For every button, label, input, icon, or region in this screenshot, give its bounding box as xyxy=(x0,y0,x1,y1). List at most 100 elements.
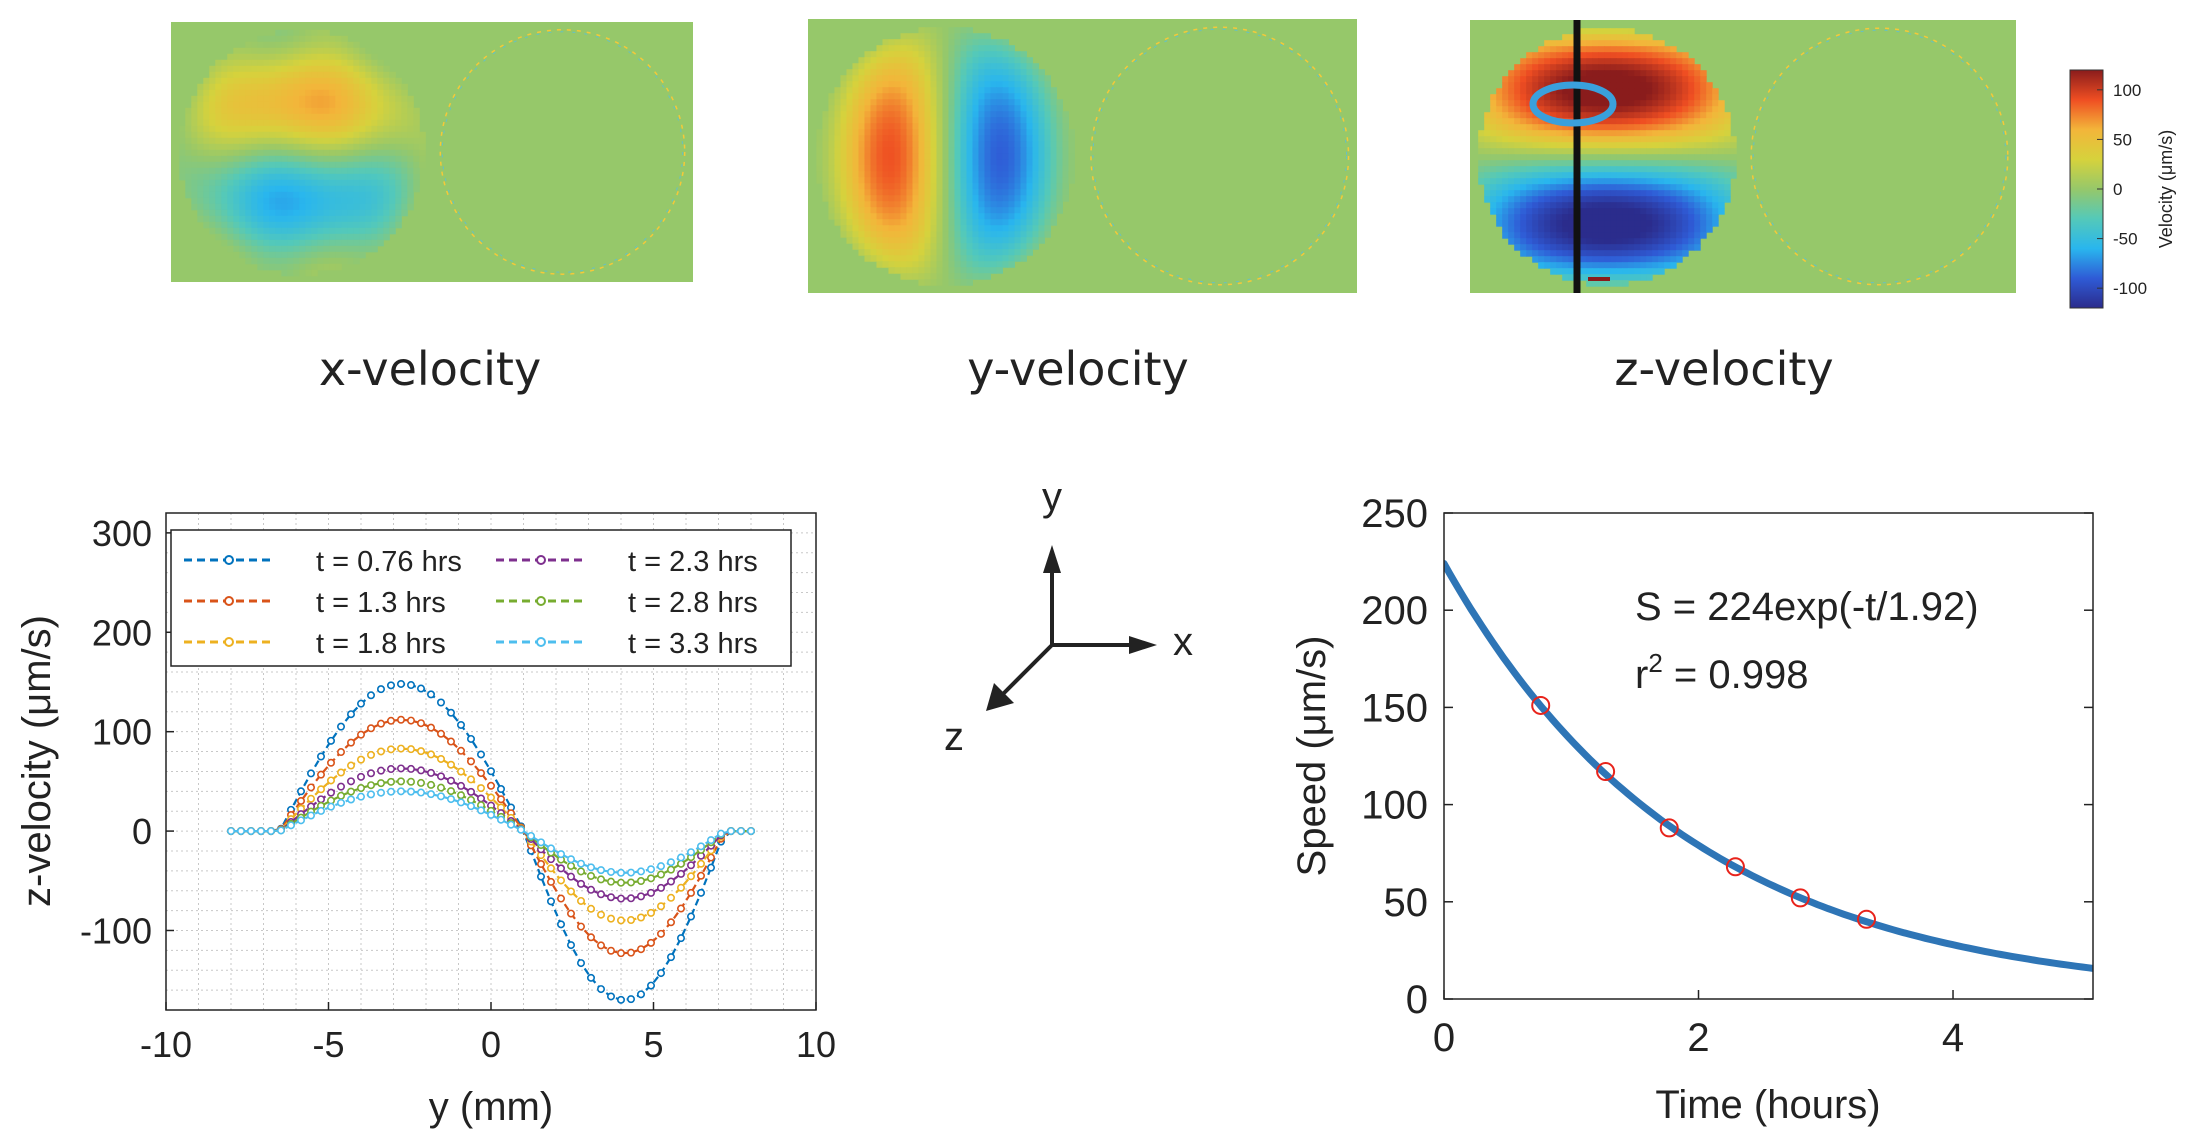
heatmap-cell xyxy=(1610,160,1617,167)
heatmap-cell xyxy=(828,141,835,148)
heatmap-cell xyxy=(1526,172,1533,179)
heatmap-cell xyxy=(1586,34,1593,41)
heatmap-cell xyxy=(1038,153,1045,160)
heatmap-cell xyxy=(1508,238,1515,245)
heatmap-cell xyxy=(1634,190,1641,197)
heatmap-cell xyxy=(852,117,859,124)
heatmap-cell xyxy=(365,101,372,109)
heatmap-cell xyxy=(870,225,877,232)
heatmap-cell xyxy=(293,269,300,277)
heatmap-cell xyxy=(1598,250,1605,257)
heatmap-cell xyxy=(293,179,300,187)
heatmap-cell xyxy=(828,195,835,202)
heatmap-cell xyxy=(287,191,294,199)
heatmap-cell xyxy=(371,215,378,223)
heatmap-cell xyxy=(1592,52,1599,59)
heatmap-cell xyxy=(1628,238,1635,245)
heatmap-cell xyxy=(221,107,228,115)
heatmap-cell xyxy=(185,131,192,139)
heatmap-cell xyxy=(876,219,883,226)
heatmap-cell xyxy=(1622,130,1629,137)
heatmap-cell xyxy=(1682,196,1689,203)
heatmap-cell xyxy=(287,197,294,205)
heatmap-cell xyxy=(1646,136,1653,143)
heatmap-cell xyxy=(1598,268,1605,275)
heatmap-cell xyxy=(870,123,877,130)
heatmap-cell xyxy=(906,243,913,250)
heatmap-cell xyxy=(191,167,198,175)
heatmap-cell xyxy=(353,131,360,139)
heatmap-cell xyxy=(1586,208,1593,215)
heatmap-cell xyxy=(1044,141,1051,148)
heatmap-cell xyxy=(1502,94,1509,101)
heatmap-cell xyxy=(233,227,240,235)
heatmap-cell xyxy=(299,233,306,241)
heatmap-cell xyxy=(257,107,264,115)
heatmap-cell xyxy=(1514,190,1521,197)
heatmap-cell xyxy=(876,63,883,70)
heatmap-cell xyxy=(1502,172,1509,179)
heatmap-cell xyxy=(275,263,282,271)
heatmap-cell xyxy=(251,161,258,169)
x-tick-label: 0 xyxy=(481,1024,501,1065)
heatmap-cell xyxy=(1538,46,1545,53)
heatmap-cell xyxy=(954,33,961,40)
heatmap-cell xyxy=(383,101,390,109)
heatmap-cell xyxy=(960,99,967,106)
heatmap-cell xyxy=(1676,82,1683,89)
heatmap-cell xyxy=(840,111,847,118)
heatmap-cell xyxy=(347,83,354,91)
heatmap-cell xyxy=(1580,190,1587,197)
heatmap-cell xyxy=(1646,208,1653,215)
heatmap-cell xyxy=(1688,238,1695,245)
heatmap-cell xyxy=(1658,46,1665,53)
heatmap-cell xyxy=(293,119,300,127)
heatmap-cell xyxy=(930,105,937,112)
heatmap-cell xyxy=(966,219,973,226)
heatmap-cell xyxy=(1688,184,1695,191)
heatmap-cell xyxy=(936,207,943,214)
heatmap-cell xyxy=(1670,208,1677,215)
heatmap-cell xyxy=(1556,106,1563,113)
heatmap-cell xyxy=(918,45,925,52)
heatmap-cell xyxy=(359,113,366,121)
heatmap-cell xyxy=(846,141,853,148)
heatmap-cell xyxy=(317,233,324,241)
heatmap-cell xyxy=(882,255,889,262)
heatmap-cell xyxy=(1682,166,1689,173)
heatmap-cell xyxy=(1628,130,1635,137)
heatmap-cell xyxy=(1580,256,1587,263)
data-point xyxy=(406,745,415,754)
heatmap-cell xyxy=(1050,219,1057,226)
heatmap-cell xyxy=(1712,208,1719,215)
heatmap-cell xyxy=(900,237,907,244)
heatmap-cell xyxy=(948,261,955,268)
data-point xyxy=(256,827,265,836)
data-point xyxy=(586,871,595,880)
heatmap-cell xyxy=(1658,178,1665,185)
heatmap-cell xyxy=(1026,63,1033,70)
heatmap-cell xyxy=(299,227,306,235)
heatmap-cell xyxy=(1646,142,1653,149)
heatmap-cell xyxy=(876,225,883,232)
heatmap-cell xyxy=(1652,244,1659,251)
heatmap-cell xyxy=(1002,261,1009,268)
heatmap-cell xyxy=(942,63,949,70)
heatmap-cell xyxy=(900,267,907,274)
heatmap-cell xyxy=(275,215,282,223)
heatmap-cell xyxy=(966,153,973,160)
heatmap-cell xyxy=(209,191,216,199)
heatmap-cell xyxy=(882,105,889,112)
heatmap-cell xyxy=(335,143,342,151)
heatmap-cell xyxy=(858,57,865,64)
heatmap-cell xyxy=(966,213,973,220)
heatmap-cell xyxy=(1616,208,1623,215)
heatmap-cell xyxy=(1056,183,1063,190)
heatmap-cell xyxy=(1490,190,1497,197)
heatmap-cell xyxy=(972,237,979,244)
heatmap-cell xyxy=(1694,202,1701,209)
data-point xyxy=(366,691,375,700)
heatmap-cell xyxy=(233,107,240,115)
heatmap-cell xyxy=(1508,232,1515,239)
heatmap-cell xyxy=(227,233,234,241)
